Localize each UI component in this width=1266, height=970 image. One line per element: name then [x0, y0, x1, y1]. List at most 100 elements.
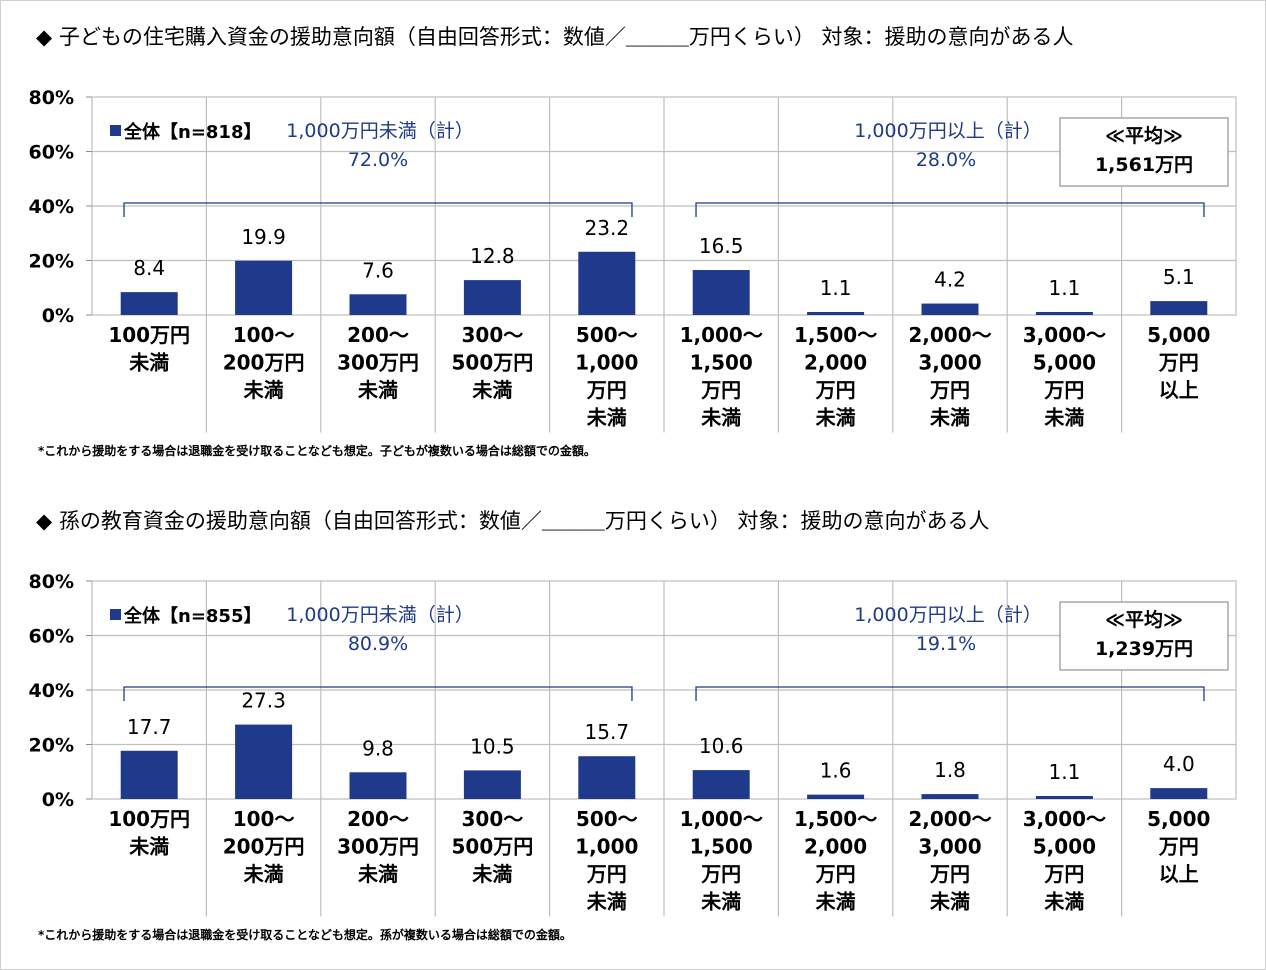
- category-label: 未満: [701, 890, 741, 914]
- category-label: 2,000～: [908, 323, 991, 347]
- bar: [692, 270, 750, 315]
- category-label: 200～: [347, 323, 409, 347]
- category-label: 未満: [816, 406, 856, 430]
- category-label: 300～: [462, 807, 524, 831]
- category-label: 3,000: [918, 835, 981, 859]
- y-tick-label: 20%: [29, 251, 74, 273]
- data-label: 4.2: [934, 268, 966, 292]
- y-tick-label: 80%: [29, 571, 74, 593]
- category-label: 500万円: [452, 351, 534, 375]
- footnote: *これから援助をする場合は退職金を受け取ることなども想定。孫が複数いる場合は総額…: [38, 927, 572, 942]
- category-label: 未満: [472, 378, 512, 402]
- bar: [349, 294, 407, 315]
- category-label: 200～: [347, 807, 409, 831]
- bar: [120, 750, 178, 799]
- chart-panel-housing: ◆ 子どもの住宅購入資金の援助意向額（自由回答形式：数値／＿＿＿万円くらい） 対…: [0, 0, 1266, 484]
- y-tick-label: 40%: [29, 680, 74, 702]
- group-label: 1,000万円以上（計）: [854, 604, 1041, 626]
- category-label: 1,500～: [794, 323, 877, 347]
- category-label: 未満: [472, 862, 512, 886]
- category-label: 300万円: [337, 351, 419, 375]
- category-label: 1,500～: [794, 807, 877, 831]
- bar: [463, 770, 521, 799]
- data-label: 7.6: [362, 258, 394, 282]
- category-label: 万円: [815, 378, 856, 402]
- footnote: *これから援助をする場合は退職金を受け取ることなども想定。子どもが複数いる場合は…: [38, 443, 596, 458]
- chart-housing: ◆ 子どもの住宅購入資金の援助意向額（自由回答形式：数値／＿＿＿万円くらい） 対…: [29, 25, 1237, 458]
- category-label: 以上: [1159, 378, 1199, 402]
- average-label: ≪平均≫: [1105, 124, 1183, 147]
- category-label: 未満: [701, 406, 741, 430]
- bar: [120, 292, 178, 315]
- category-label: 万円: [929, 862, 970, 886]
- category-label: 未満: [129, 351, 169, 375]
- group-label: 1,000万円未満（計）: [286, 120, 473, 142]
- category-label: 未満: [930, 406, 970, 430]
- y-tick-label: 60%: [29, 142, 74, 164]
- average-box: [1059, 117, 1229, 187]
- data-label: 12.8: [470, 244, 515, 268]
- data-label: 4.0: [1163, 752, 1195, 776]
- category-label: 2,000: [804, 835, 867, 859]
- category-label: 100万円: [108, 807, 190, 831]
- category-label: 3,000: [918, 351, 981, 375]
- y-tick-label: 20%: [29, 735, 74, 757]
- chart-title: ◆ 孫の教育資金の援助意向額（自由回答形式：数値／＿＿＿万円くらい） 対象：援助…: [36, 509, 990, 533]
- group-label: 1,000万円未満（計）: [286, 604, 473, 626]
- category-label: 未満: [816, 890, 856, 914]
- category-label: 500～: [576, 323, 638, 347]
- data-label: 15.7: [585, 720, 630, 744]
- bar: [1150, 788, 1208, 799]
- data-label: 23.2: [585, 216, 630, 240]
- data-label: 19.9: [241, 225, 286, 249]
- category-label: 2,000～: [908, 807, 991, 831]
- data-label: 10.6: [699, 734, 744, 758]
- category-label: 300万円: [337, 835, 419, 859]
- bar: [1035, 796, 1093, 799]
- bar: [578, 251, 636, 315]
- data-label: 5.1: [1163, 265, 1195, 289]
- legend-label: 全体【n=855】: [123, 605, 261, 627]
- y-tick-label: 0%: [42, 789, 74, 811]
- category-label: 1,000: [575, 351, 638, 375]
- category-label: 未満: [930, 890, 970, 914]
- category-label: 1,500: [690, 835, 753, 859]
- category-label: 200万円: [223, 835, 305, 859]
- data-label: 8.4: [133, 256, 165, 280]
- average-value: 1,561万円: [1095, 154, 1193, 176]
- category-label: 2,000: [804, 351, 867, 375]
- category-label: 1,000: [575, 835, 638, 859]
- bar: [807, 794, 865, 799]
- chart-title: ◆ 子どもの住宅購入資金の援助意向額（自由回答形式：数値／＿＿＿万円くらい） 対…: [36, 25, 1074, 49]
- category-label: 1,000～: [680, 323, 763, 347]
- category-label: 万円: [1043, 378, 1084, 402]
- bar: [807, 312, 865, 315]
- category-label: 以上: [1159, 862, 1199, 886]
- category-label: 未満: [587, 890, 627, 914]
- y-tick-label: 40%: [29, 196, 74, 218]
- group-value: 72.0%: [348, 149, 408, 171]
- category-label: 万円: [586, 378, 627, 402]
- bar: [1150, 301, 1208, 315]
- data-label: 10.5: [470, 734, 515, 758]
- legend-swatch: [110, 609, 121, 620]
- category-label: 5,000: [1147, 323, 1210, 347]
- category-label: 万円: [929, 378, 970, 402]
- category-label: 100～: [233, 323, 295, 347]
- bar: [921, 303, 979, 315]
- category-label: 300～: [462, 323, 524, 347]
- group-bracket: [123, 686, 633, 701]
- y-tick-label: 80%: [29, 87, 74, 109]
- bar: [235, 260, 293, 315]
- average-label: ≪平均≫: [1105, 608, 1183, 631]
- data-label: 1.1: [820, 276, 852, 300]
- bar: [921, 794, 979, 799]
- bar: [349, 772, 407, 799]
- category-label: 未満: [587, 406, 627, 430]
- average-value: 1,239万円: [1095, 638, 1193, 660]
- category-label: 3,000～: [1023, 807, 1106, 831]
- group-value: 19.1%: [916, 633, 976, 655]
- data-label: 1.1: [1048, 276, 1080, 300]
- category-label: 万円: [700, 862, 741, 886]
- category-label: 500～: [576, 807, 638, 831]
